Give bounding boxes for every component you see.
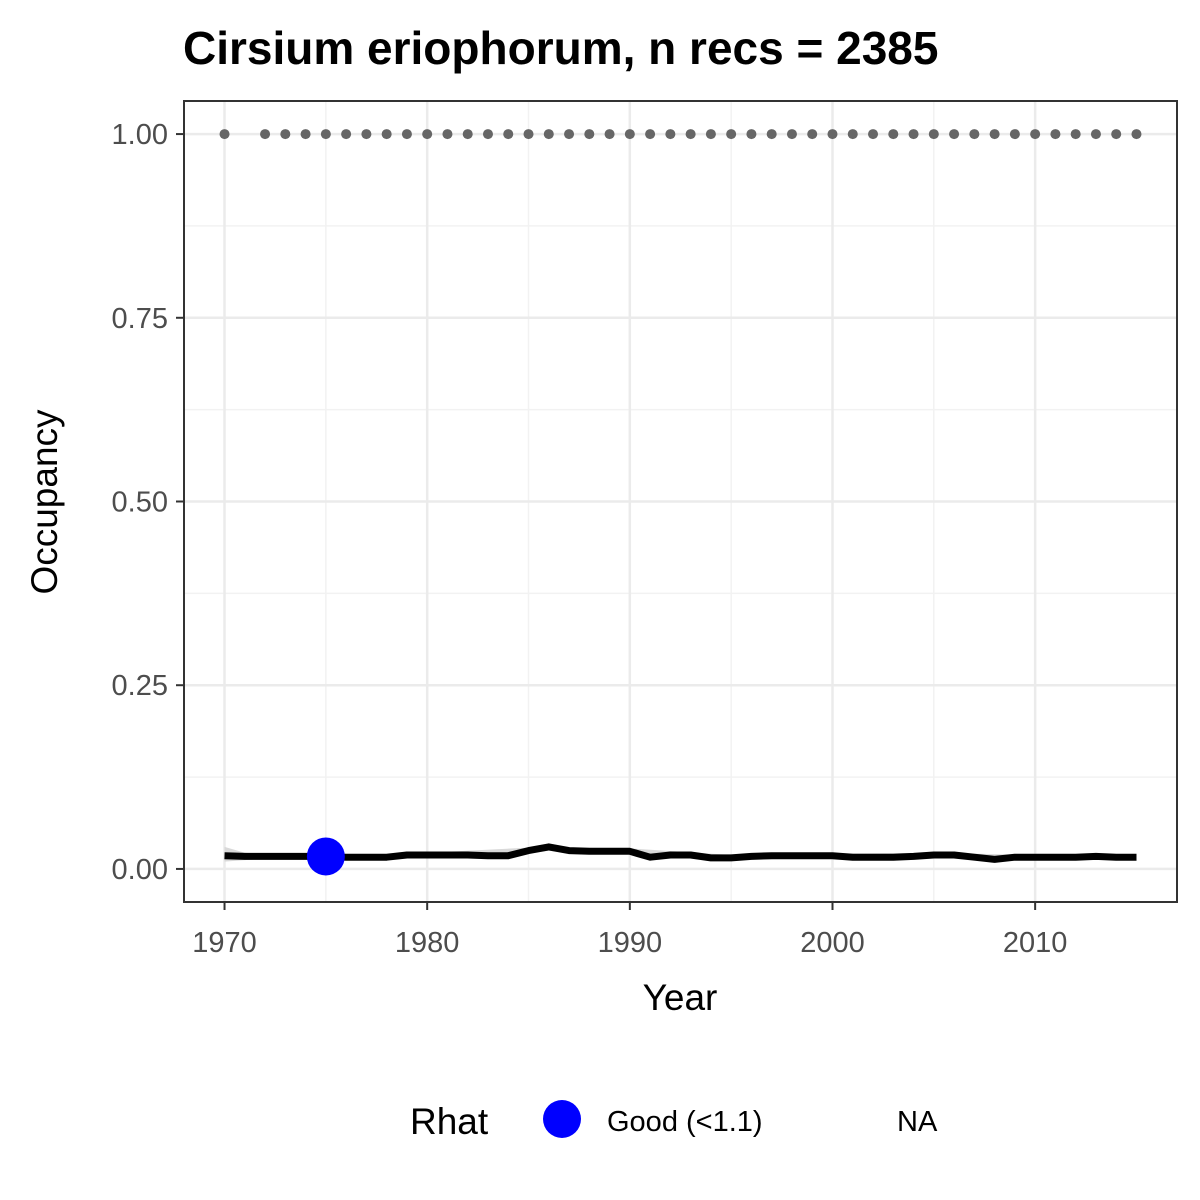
data-year-point bbox=[868, 129, 879, 140]
x-tick-label: 2010 bbox=[1003, 927, 1068, 959]
rhat-point bbox=[306, 837, 345, 876]
occupancy-line bbox=[224, 843, 1137, 863]
data-year-point bbox=[645, 129, 656, 140]
data-year-point bbox=[300, 129, 311, 140]
data-year-point bbox=[1030, 129, 1041, 140]
data-year-point bbox=[219, 129, 230, 140]
data-year-point bbox=[766, 129, 777, 140]
data-year-point bbox=[341, 129, 352, 140]
data-year-point bbox=[908, 129, 919, 140]
data-year-point bbox=[422, 129, 433, 140]
data-year-point bbox=[280, 129, 291, 140]
legend-title: Rhat bbox=[410, 1101, 489, 1142]
data-year-point bbox=[888, 129, 899, 140]
y-tick-label: 0.75 bbox=[112, 303, 168, 335]
data-year-point bbox=[401, 129, 412, 140]
data-year-point bbox=[726, 129, 737, 140]
data-year-point bbox=[584, 129, 595, 140]
x-tick-label: 2000 bbox=[800, 927, 865, 959]
data-year-point bbox=[260, 129, 271, 140]
x-tick-label: 1980 bbox=[395, 927, 460, 959]
data-year-point bbox=[1009, 129, 1020, 140]
data-year-point bbox=[928, 129, 939, 140]
grid-lines bbox=[184, 101, 1177, 902]
legend-label-na: NA bbox=[897, 1106, 938, 1138]
data-year-point bbox=[847, 129, 858, 140]
data-year-point bbox=[827, 129, 838, 140]
data-year-point bbox=[543, 129, 554, 140]
data-year-point bbox=[462, 129, 473, 140]
legend-key-good bbox=[543, 1100, 581, 1138]
data-year-point bbox=[746, 129, 757, 140]
data-year-point bbox=[949, 129, 960, 140]
chart-title: Cirsium eriophorum, n recs = 2385 bbox=[183, 22, 938, 74]
x-axis: 1970 1980 1990 2000 2010 bbox=[192, 902, 1067, 959]
rhat-points bbox=[306, 837, 345, 876]
data-year-point bbox=[381, 129, 392, 140]
y-tick-label: 0.50 bbox=[112, 487, 168, 519]
legend: Rhat Good (<1.1) NA bbox=[410, 1100, 938, 1142]
data-year-point bbox=[320, 129, 331, 140]
data-year-point bbox=[1050, 129, 1061, 140]
data-year-point bbox=[969, 129, 980, 140]
y-axis: 0.00 0.25 0.50 0.75 1.00 bbox=[112, 119, 184, 886]
legend-label-good: Good (<1.1) bbox=[607, 1106, 763, 1138]
data-year-point bbox=[482, 129, 493, 140]
data-year-point bbox=[786, 129, 797, 140]
data-year-point bbox=[624, 129, 635, 140]
x-tick-label: 1970 bbox=[192, 927, 257, 959]
y-tick-label: 0.00 bbox=[112, 854, 168, 886]
data-year-point bbox=[503, 129, 514, 140]
data-year-point bbox=[1131, 129, 1142, 140]
data-year-point bbox=[685, 129, 696, 140]
data-year-point bbox=[564, 129, 575, 140]
y-tick-label: 1.00 bbox=[112, 119, 168, 151]
y-tick-label: 0.25 bbox=[112, 670, 168, 702]
data-year-point bbox=[361, 129, 372, 140]
data-year-point bbox=[989, 129, 1000, 140]
data-year-point bbox=[665, 129, 676, 140]
x-axis-title: Year bbox=[643, 977, 718, 1018]
data-year-point bbox=[705, 129, 716, 140]
y-axis-title: Occupancy bbox=[24, 409, 65, 595]
data-year-point bbox=[442, 129, 453, 140]
data-year-point bbox=[604, 129, 615, 140]
data-year-point bbox=[807, 129, 818, 140]
occupancy-line-layer bbox=[224, 843, 1137, 863]
data-year-point bbox=[523, 129, 534, 140]
data-year-points bbox=[219, 129, 1142, 140]
x-tick-label: 1990 bbox=[598, 927, 663, 959]
data-year-point bbox=[1111, 129, 1122, 140]
data-year-point bbox=[1090, 129, 1101, 140]
data-year-point bbox=[1070, 129, 1081, 140]
